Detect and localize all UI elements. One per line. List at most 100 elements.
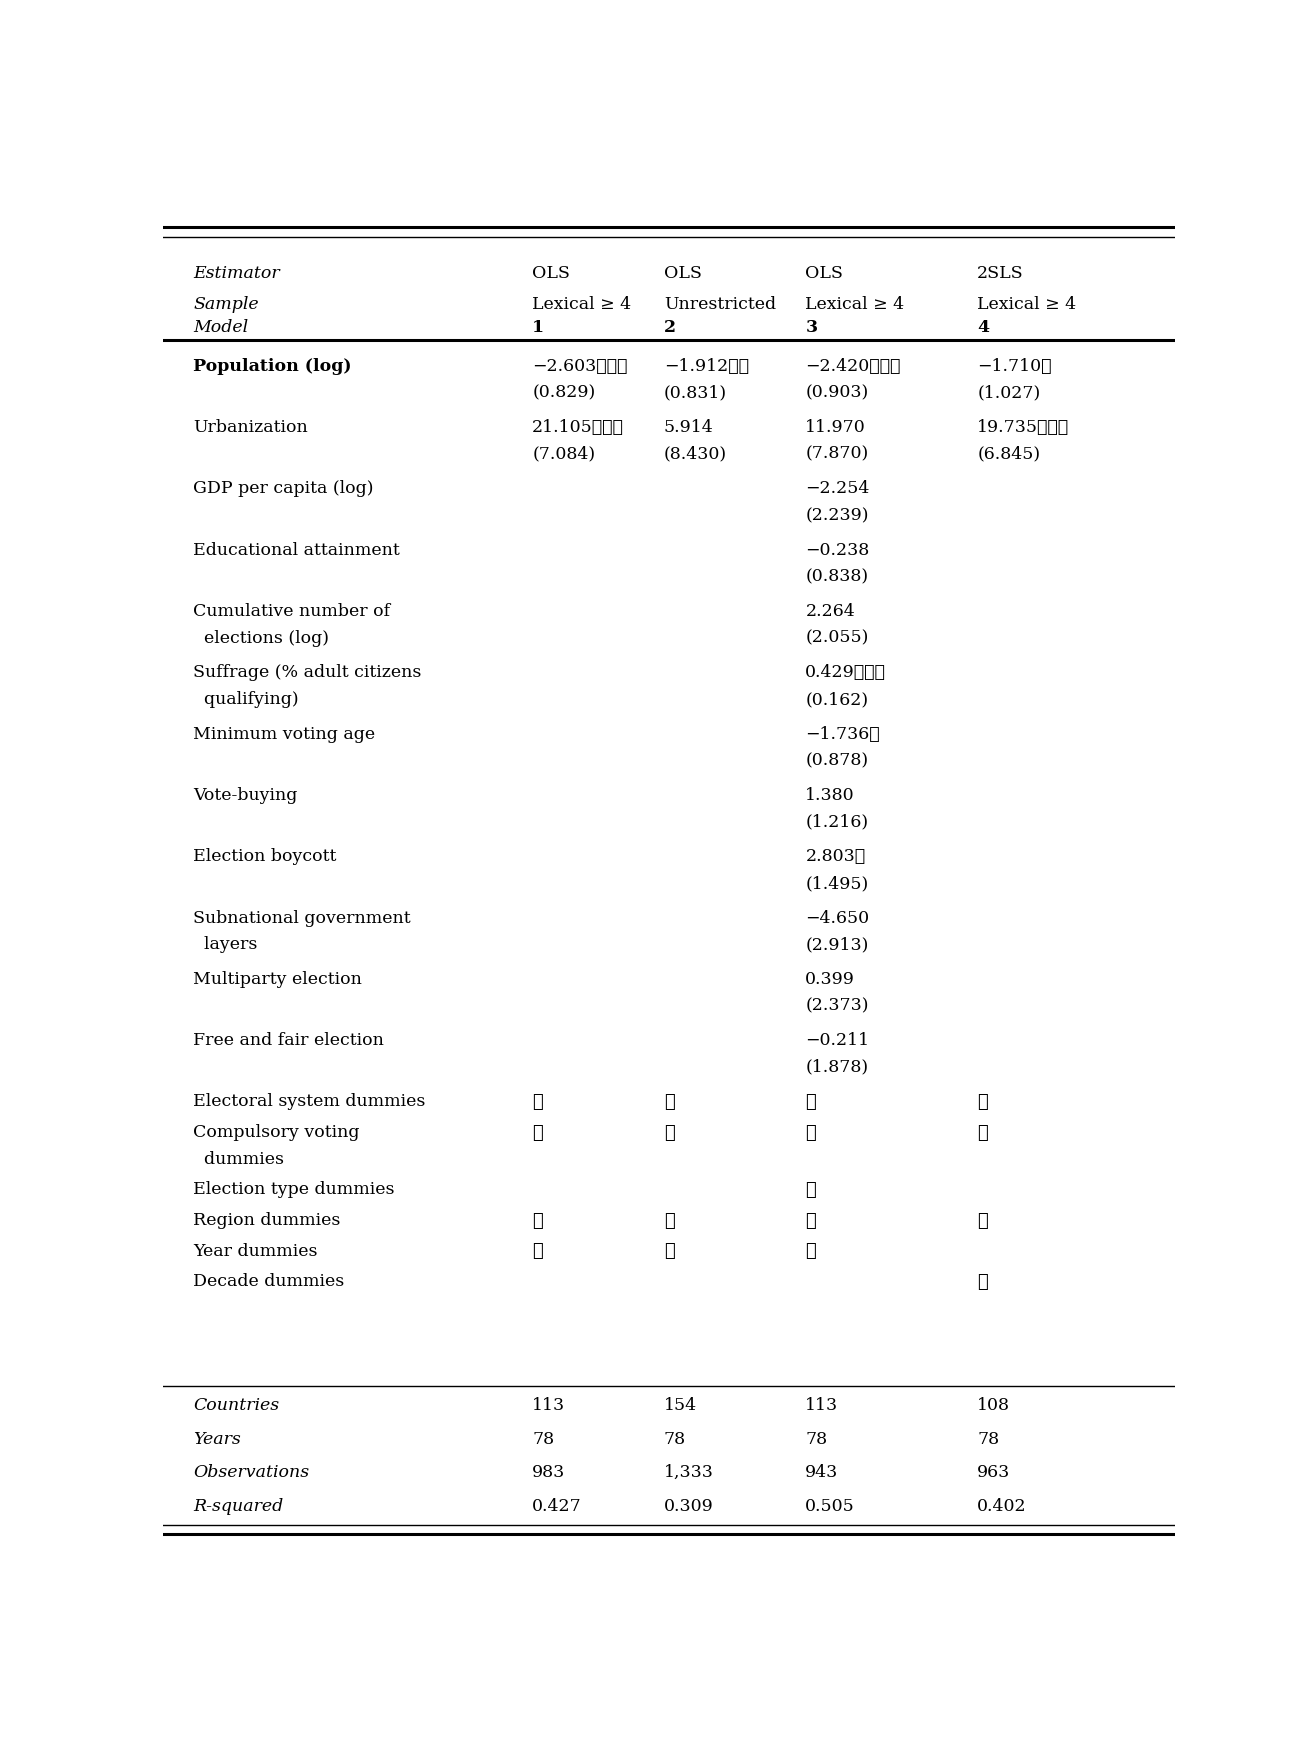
Text: 21.105⋆⋆⋆: 21.105⋆⋆⋆: [532, 418, 624, 436]
Text: Suffrage (% adult citizens: Suffrage (% adult citizens: [193, 664, 422, 681]
Text: 2: 2: [664, 319, 676, 336]
Text: 78: 78: [664, 1431, 686, 1448]
Text: (0.831): (0.831): [664, 385, 727, 401]
Text: 11.970: 11.970: [805, 418, 867, 436]
Text: Urbanization: Urbanization: [193, 418, 308, 436]
Text: 983: 983: [532, 1464, 565, 1481]
Text: 3: 3: [805, 319, 817, 336]
Text: GDP per capita (log): GDP per capita (log): [193, 480, 375, 497]
Text: (1.027): (1.027): [977, 385, 1040, 401]
Text: 19.735⋆⋆⋆: 19.735⋆⋆⋆: [977, 418, 1069, 436]
Text: Countries: Countries: [193, 1397, 279, 1413]
Text: (7.084): (7.084): [532, 447, 595, 462]
Text: Electoral system dummies: Electoral system dummies: [193, 1093, 425, 1110]
Text: 943: 943: [805, 1464, 839, 1481]
Text: ✓: ✓: [805, 1124, 816, 1142]
Text: Election type dummies: Election type dummies: [193, 1182, 395, 1198]
Text: elections (log): elections (log): [193, 630, 329, 646]
Text: 154: 154: [664, 1397, 697, 1413]
Text: (0.878): (0.878): [805, 753, 868, 769]
Text: −2.603⋆⋆⋆: −2.603⋆⋆⋆: [532, 357, 628, 375]
Text: ✓: ✓: [805, 1241, 816, 1261]
Text: 78: 78: [977, 1431, 1000, 1448]
Text: Compulsory voting: Compulsory voting: [193, 1124, 360, 1142]
Text: OLS: OLS: [664, 264, 702, 282]
Text: ✓: ✓: [532, 1093, 543, 1110]
Text: (2.055): (2.055): [805, 630, 869, 646]
Text: ✓: ✓: [805, 1093, 816, 1110]
Text: 2.264: 2.264: [805, 602, 855, 620]
Text: Model: Model: [193, 319, 248, 336]
Text: Observations: Observations: [193, 1464, 309, 1481]
Text: (2.913): (2.913): [805, 937, 869, 953]
Text: 0.429⋆⋆⋆: 0.429⋆⋆⋆: [805, 664, 886, 681]
Text: 1.380: 1.380: [805, 786, 855, 804]
Text: −1.736⋆: −1.736⋆: [805, 725, 880, 742]
Text: −0.211: −0.211: [805, 1031, 869, 1049]
Text: Sample: Sample: [193, 296, 260, 313]
Text: 0.309: 0.309: [664, 1499, 714, 1515]
Text: Decade dummies: Decade dummies: [193, 1273, 345, 1290]
Text: 0.399: 0.399: [805, 970, 855, 988]
Text: 0.427: 0.427: [532, 1499, 582, 1515]
Text: Vote-buying: Vote-buying: [193, 786, 298, 804]
Text: Estimator: Estimator: [193, 264, 281, 282]
Text: 113: 113: [805, 1397, 839, 1413]
Text: (6.845): (6.845): [977, 447, 1040, 462]
Text: ✓: ✓: [977, 1273, 988, 1290]
Text: 113: 113: [532, 1397, 565, 1413]
Text: 78: 78: [805, 1431, 827, 1448]
Text: 108: 108: [977, 1397, 1010, 1413]
Text: (0.162): (0.162): [805, 692, 868, 707]
Text: (0.829): (0.829): [532, 385, 595, 401]
Text: (1.216): (1.216): [805, 814, 868, 830]
Text: Unrestricted: Unrestricted: [664, 296, 776, 313]
Text: −4.650: −4.650: [805, 909, 869, 926]
Text: ✓: ✓: [977, 1212, 988, 1229]
Text: ✓: ✓: [664, 1093, 675, 1110]
Text: ✓: ✓: [532, 1212, 543, 1229]
Text: OLS: OLS: [532, 264, 570, 282]
Text: 2SLS: 2SLS: [977, 264, 1024, 282]
Text: (2.239): (2.239): [805, 508, 869, 524]
Text: ✓: ✓: [532, 1124, 543, 1142]
Text: 2.803⋆: 2.803⋆: [805, 847, 865, 865]
Text: (7.870): (7.870): [805, 447, 869, 462]
Text: ✓: ✓: [805, 1212, 816, 1229]
Text: (2.373): (2.373): [805, 998, 869, 1014]
Text: Subnational government: Subnational government: [193, 909, 411, 926]
Text: (8.430): (8.430): [664, 447, 727, 462]
Text: Election boycott: Election boycott: [193, 847, 337, 865]
Text: ✓: ✓: [532, 1241, 543, 1261]
Text: ✓: ✓: [664, 1212, 675, 1229]
Text: Lexical ≥ 4: Lexical ≥ 4: [532, 296, 632, 313]
Text: −0.238: −0.238: [805, 541, 869, 559]
Text: 963: 963: [977, 1464, 1010, 1481]
Text: (1.495): (1.495): [805, 876, 869, 891]
Text: R-squared: R-squared: [193, 1499, 283, 1515]
Text: ✓: ✓: [805, 1180, 816, 1199]
Text: Region dummies: Region dummies: [193, 1212, 341, 1229]
Text: −2.254: −2.254: [805, 480, 869, 497]
Text: Years: Years: [193, 1431, 241, 1448]
Text: Free and fair election: Free and fair election: [193, 1031, 385, 1049]
Text: Educational attainment: Educational attainment: [193, 541, 401, 559]
Text: −1.912⋆⋆: −1.912⋆⋆: [664, 357, 749, 375]
Text: ✓: ✓: [664, 1124, 675, 1142]
Text: Year dummies: Year dummies: [193, 1243, 318, 1259]
Text: Lexical ≥ 4: Lexical ≥ 4: [977, 296, 1077, 313]
Text: dummies: dummies: [193, 1150, 284, 1168]
Text: ✓: ✓: [977, 1124, 988, 1142]
Text: 1,333: 1,333: [664, 1464, 714, 1481]
Text: qualifying): qualifying): [193, 692, 299, 707]
Text: Population (log): Population (log): [193, 357, 352, 375]
Text: 0.402: 0.402: [977, 1499, 1027, 1515]
Text: 1: 1: [532, 319, 544, 336]
Text: Minimum voting age: Minimum voting age: [193, 725, 376, 742]
Text: 78: 78: [532, 1431, 555, 1448]
Text: OLS: OLS: [805, 264, 843, 282]
Text: 4: 4: [977, 319, 989, 336]
Text: −1.710⋆: −1.710⋆: [977, 357, 1052, 375]
Text: 5.914: 5.914: [664, 418, 714, 436]
Text: (1.878): (1.878): [805, 1059, 868, 1075]
